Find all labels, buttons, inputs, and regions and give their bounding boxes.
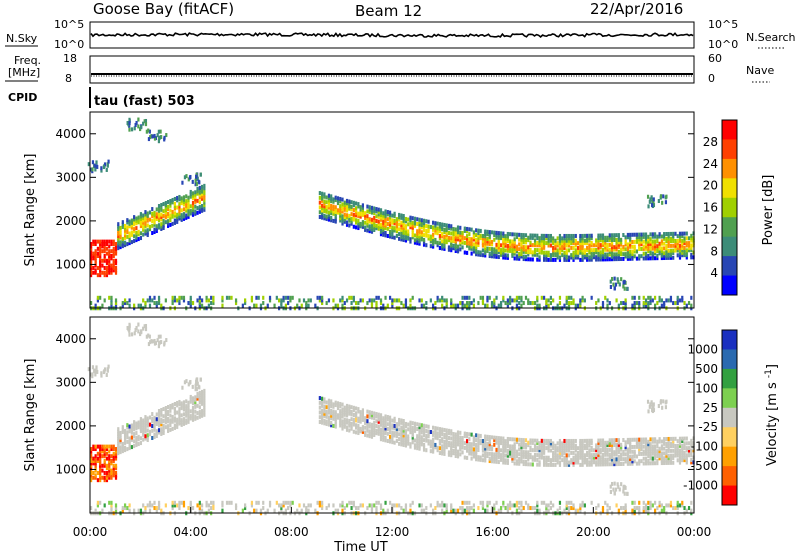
nsky-strip: N.Sky 10^5 10^0 10^5 10^0 N.Search — [5, 18, 796, 51]
power-ylabel: Slant Range [km] — [23, 154, 38, 267]
ytick-label: 1000 — [55, 462, 86, 476]
nave-label: Nave — [746, 64, 774, 77]
nave-tick-top: 60 — [708, 52, 722, 65]
velocity-yticks: 1000 2000 3000 4000 — [55, 332, 694, 476]
velocity-label-tail: ] — [765, 364, 780, 369]
nsky-frame — [89, 21, 695, 49]
xtick-label: 20:00 — [576, 525, 611, 539]
colorbar-tick-label: 100 — [695, 381, 718, 395]
colorbar-swatch — [722, 178, 737, 199]
time-axis-label: Time UT — [333, 540, 387, 554]
colorbar-tick-label: -25 — [698, 420, 718, 434]
colorbar-swatch — [722, 197, 737, 218]
power-colorbar: 4 8 12 16 20 24 28 — [703, 119, 738, 296]
velocity-ylabel: Slant Range [km] — [23, 359, 38, 472]
nsky-trace — [90, 32, 694, 38]
freq-tick-top: 18 — [63, 52, 77, 65]
colorbar-frame — [721, 119, 738, 296]
velocity-colorbar: 1000 500 100 25 -25 -100 -500 -1000 — [683, 329, 738, 506]
colorbar-tick-label: 24 — [703, 157, 718, 171]
power-colorbar-label: Power [dB] — [761, 175, 776, 246]
colorbar-swatch — [722, 407, 737, 428]
colorbar-swatch — [722, 368, 737, 389]
colorbar-tick-label: 25 — [703, 401, 718, 415]
velocity-xticks: 00:00 04:00 08:00 12:00 16:00 20:00 00:00 — [73, 507, 712, 539]
colorbar-swatch — [722, 446, 737, 467]
station-title: Goose Bay (fitACF) — [93, 0, 234, 18]
colorbar-swatch — [722, 158, 737, 179]
nave-tick-bottom: 0 — [708, 72, 715, 85]
colorbar-swatch — [722, 256, 737, 277]
colorbar-swatch — [722, 139, 737, 160]
power-frame — [89, 111, 695, 309]
cpid-label: CPID — [8, 91, 37, 104]
nsky-tick-bottom: 10^0 — [54, 38, 84, 51]
colorbar-tick-label: 8 — [710, 244, 718, 258]
ytick-label: 2000 — [55, 214, 86, 228]
ytick-label: 4000 — [55, 332, 86, 346]
ytick-label: 2000 — [55, 419, 86, 433]
velocity-label-superscript: -1 — [764, 369, 774, 378]
colorbar-frame — [721, 329, 738, 506]
velocity-panel: 1000 2000 3000 4000 00:00 04:00 08:00 12:00 16:… — [23, 316, 780, 554]
nsky-tick-top: 10^5 — [54, 18, 84, 31]
ytick-label: 4000 — [55, 127, 86, 141]
colorbar-swatch — [722, 120, 737, 140]
colorbar-swatch — [722, 217, 737, 238]
colorbar-tick-label: -100 — [691, 440, 718, 454]
colorbar-tick-label: 1000 — [687, 342, 718, 356]
xtick-label: 16:00 — [475, 525, 510, 539]
velocity-colorbar-label: Velocity [m s -1] — [764, 364, 780, 466]
power-panel: 1000 2000 3000 4000 Slant Range [km] 4 8 12 16… — [23, 111, 776, 311]
colorbar-swatch — [722, 388, 737, 409]
colorbar-swatch — [722, 427, 737, 448]
nsearch-tick-bottom: 10^0 — [708, 38, 738, 51]
velocity-cells — [87, 322, 695, 516]
colorbar-tick-label: 4 — [710, 266, 718, 280]
ytick-label: 3000 — [55, 375, 86, 389]
power-cells — [87, 117, 695, 311]
colorbar-tick-label: 20 — [703, 179, 718, 193]
nsearch-label: N.Search — [746, 31, 796, 44]
xtick-label: 12:00 — [375, 525, 410, 539]
cpid-value: tau (fast) 503 — [94, 94, 195, 109]
colorbar-swatch — [722, 275, 737, 296]
colorbar-tick-label: -1000 — [683, 479, 718, 493]
colorbar-swatch — [722, 236, 737, 257]
velocity-colorbar-label-text: Velocity [m s — [765, 382, 780, 466]
power-yticks: 1000 2000 3000 4000 — [55, 127, 694, 271]
freq-unit-label: [MHz] — [8, 66, 40, 79]
freq-tick-bottom: 8 — [65, 72, 72, 85]
xtick-label: 04:00 — [173, 525, 208, 539]
nsearch-tick-top: 10^5 — [708, 18, 738, 31]
ytick-label: 3000 — [55, 170, 86, 184]
freq-frame — [89, 55, 695, 84]
colorbar-tick-label: 16 — [703, 201, 718, 215]
colorbar-tick-label: 12 — [703, 222, 718, 236]
colorbar-swatch — [722, 349, 737, 370]
nsky-label: N.Sky — [6, 32, 38, 45]
freq-label: Freq. — [14, 54, 41, 67]
date-title: 22/Apr/2016 — [590, 0, 683, 18]
ytick-label: 1000 — [55, 257, 86, 271]
freq-strip: Freq. [MHz] 18 8 60 0 Nave — [5, 52, 774, 85]
colorbar-swatch — [722, 485, 737, 506]
colorbar-tick-label: -500 — [691, 459, 718, 473]
beam-title: Beam 12 — [355, 2, 422, 20]
xtick-label: 00:00 — [677, 525, 712, 539]
xtick-label: 08:00 — [274, 525, 309, 539]
colorbar-swatch — [722, 330, 737, 350]
colorbar-tick-label: 28 — [703, 135, 718, 149]
colorbar-tick-label: 500 — [695, 362, 718, 376]
colorbar-swatch — [722, 466, 737, 487]
xtick-label: 00:00 — [73, 525, 108, 539]
